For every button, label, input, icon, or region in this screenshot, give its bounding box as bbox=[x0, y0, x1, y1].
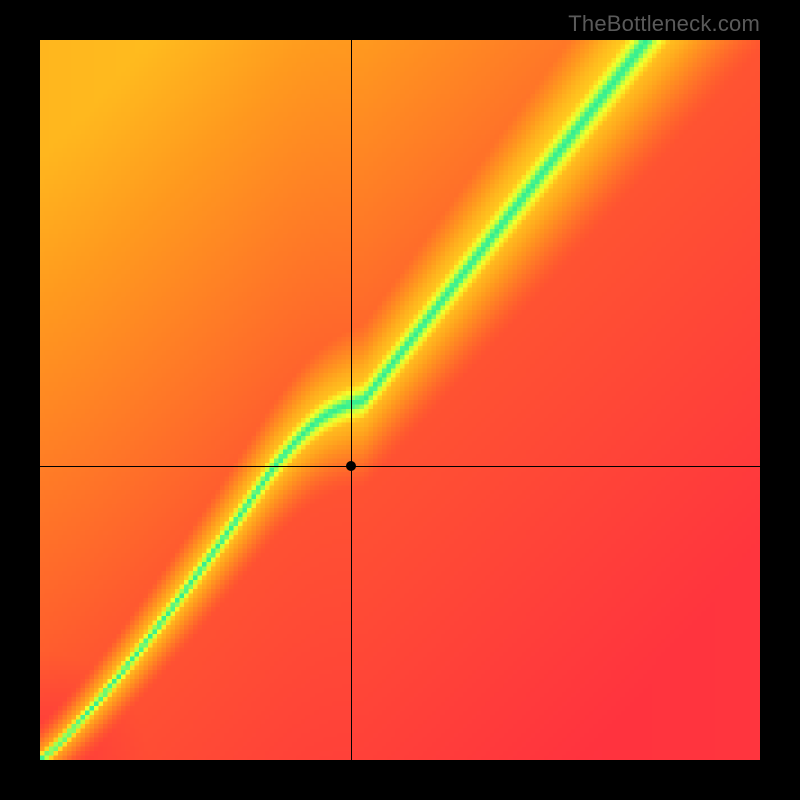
watermark-text: TheBottleneck.com bbox=[568, 11, 760, 37]
plot-area bbox=[40, 40, 760, 760]
chart-container: TheBottleneck.com bbox=[0, 0, 800, 800]
heatmap-canvas bbox=[40, 40, 760, 760]
